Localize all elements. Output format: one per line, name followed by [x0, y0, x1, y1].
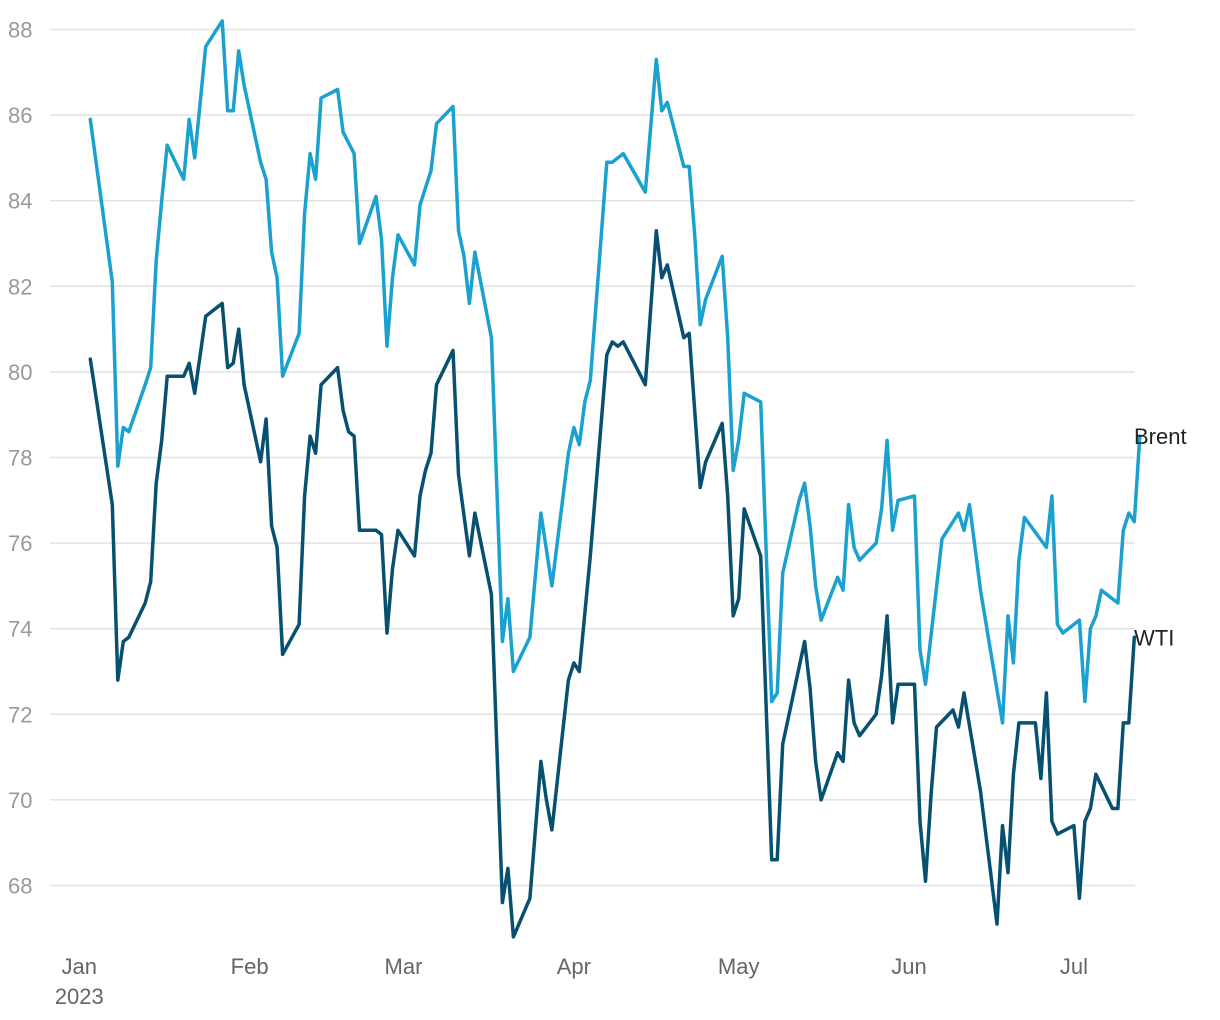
x-tick-label: Apr: [557, 954, 591, 979]
x-tick-label: Feb: [231, 954, 269, 979]
x-tick-label: Jan: [62, 954, 97, 979]
series-line-wti: [88, 228, 1137, 939]
x-axis-ticks: Jan 2023 Feb Mar Apr May Jun Jul: [55, 954, 1088, 1009]
series-lines: [88, 19, 1142, 939]
series-line-brent: [88, 19, 1142, 725]
y-tick-label: 72: [8, 702, 32, 727]
x-tick-label: Jun: [891, 954, 926, 979]
y-tick-label: 84: [8, 189, 32, 214]
y-tick-label: 88: [8, 18, 32, 43]
x-tick-year-label: 2023: [55, 984, 104, 1009]
gridlines: [50, 28, 1135, 887]
x-tick-label: Jul: [1060, 954, 1088, 979]
y-tick-label: 82: [8, 274, 32, 299]
x-tick-label: Mar: [385, 954, 423, 979]
y-axis-ticks: 68 70 72 74 76 78 80 82 84 86 88: [8, 18, 32, 899]
x-tick-label: May: [718, 954, 760, 979]
y-tick-label: 78: [8, 446, 32, 471]
series-label-brent: Brent: [1134, 424, 1187, 449]
y-tick-label: 70: [8, 788, 32, 813]
y-tick-label: 74: [8, 617, 32, 642]
y-tick-label: 86: [8, 103, 32, 128]
series-labels: Brent WTI: [1134, 424, 1187, 650]
y-tick-label: 76: [8, 531, 32, 556]
y-tick-label: 80: [8, 360, 32, 385]
series-label-wti: WTI: [1134, 625, 1174, 650]
y-tick-label: 68: [8, 874, 32, 899]
